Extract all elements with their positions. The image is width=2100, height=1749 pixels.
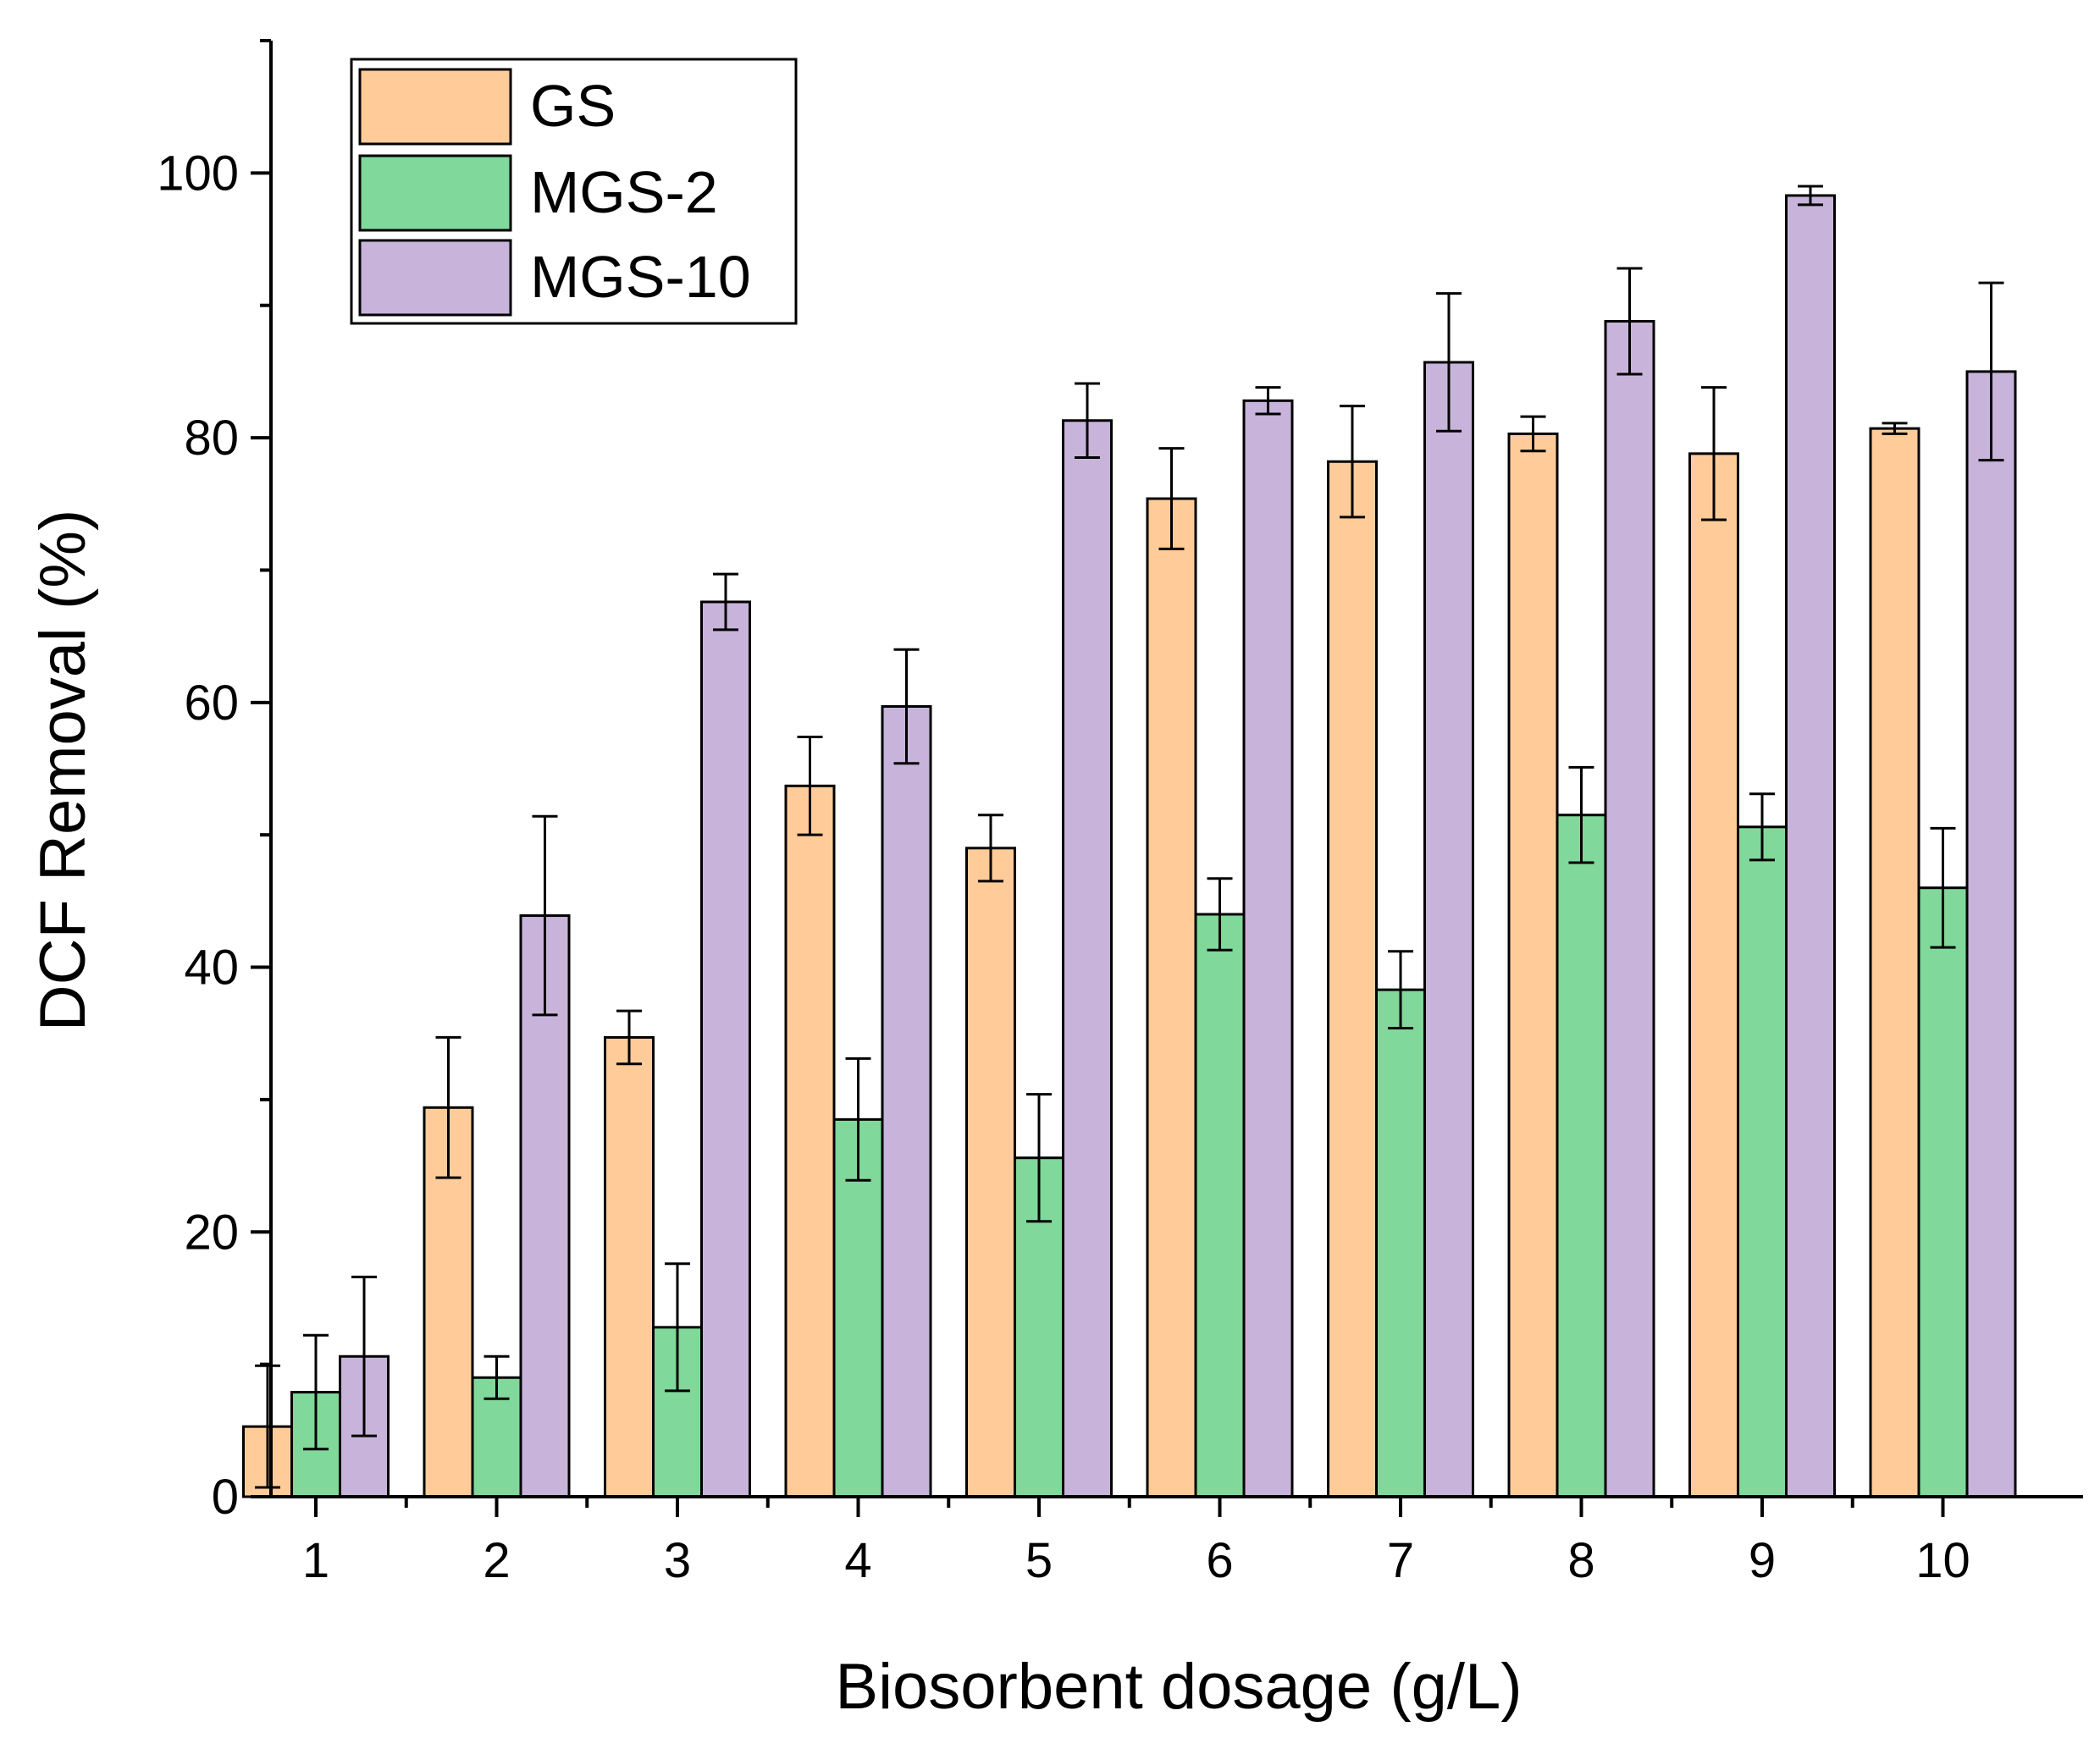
error-bar-mgs-2-8	[1568, 765, 1594, 864]
legend-label-mgs-10: MGS-10	[530, 244, 751, 310]
bars-layer	[242, 194, 2017, 1498]
bar-mgs-2-8	[1556, 814, 1607, 1498]
error-bar-mgs-10-10	[1978, 281, 2004, 462]
bar-gs-3	[604, 1035, 655, 1498]
error-bar-mgs-10-4	[893, 648, 920, 765]
bar-mgs-2-9	[1737, 825, 1788, 1498]
x-tick-label-4: 4	[844, 1533, 871, 1588]
bar-gs-8	[1507, 432, 1559, 1498]
legend-swatch-mgs-10	[358, 239, 512, 317]
x-tick-label-8: 8	[1567, 1533, 1594, 1588]
y-tick-label-60: 60	[184, 676, 239, 731]
error-bar-mgs-2-2	[484, 1355, 510, 1400]
error-bar-gs-4	[797, 735, 823, 836]
y-tick-label-40: 40	[184, 941, 239, 996]
y-tick-label-100: 100	[157, 146, 239, 201]
legend-label-mgs-2: MGS-2	[530, 159, 718, 225]
bar-gs-7	[1327, 460, 1378, 1498]
legend-swatch-mgs-2	[358, 154, 512, 232]
y-tick-label-80: 80	[184, 411, 239, 466]
error-bar-mgs-2-5	[1026, 1093, 1052, 1223]
x-tick-label-6: 6	[1206, 1533, 1233, 1588]
error-bar-mgs-10-9	[1798, 185, 1823, 207]
error-bar-mgs-10-8	[1616, 267, 1643, 376]
legend: GS MGS-2 MGS-10	[350, 58, 798, 325]
x-tick-label-7: 7	[1387, 1533, 1414, 1588]
legend-label-gs: GS	[530, 73, 616, 139]
y-tick-label-0: 0	[212, 1470, 239, 1525]
error-bar-mgs-10-2	[532, 814, 558, 1017]
bar-mgs-10-3	[700, 600, 751, 1498]
bar-gs-2	[423, 1106, 474, 1498]
error-bar-gs-9	[1701, 386, 1727, 521]
bar-mgs-10-8	[1604, 319, 1655, 1498]
x-tick-label-10: 10	[1915, 1533, 1970, 1588]
error-bar-gs-7	[1340, 405, 1365, 519]
error-bar-mgs-2-6	[1207, 877, 1233, 952]
bar-gs-4	[784, 784, 836, 1498]
bar-mgs-10-9	[1785, 194, 1836, 1498]
x-tick-label-9: 9	[1749, 1533, 1776, 1588]
error-bar-mgs-10-7	[1436, 292, 1462, 433]
error-bar-gs-3	[616, 1009, 642, 1066]
bar-mgs-2-7	[1375, 988, 1426, 1498]
bar-gs-5	[965, 847, 1016, 1498]
bar-gs-6	[1146, 497, 1197, 1498]
bar-mgs-2-4	[832, 1117, 884, 1498]
bar-mgs-10-6	[1242, 399, 1294, 1498]
bar-mgs-10-5	[1062, 419, 1113, 1498]
error-bar-gs-5	[978, 814, 1003, 883]
error-bar-mgs-10-1	[351, 1275, 377, 1437]
x-tick-label-2: 2	[483, 1533, 510, 1588]
x-tick-label-3: 3	[664, 1533, 691, 1588]
legend-swatch-gs	[358, 68, 512, 146]
error-bar-mgs-2-10	[1930, 826, 1956, 949]
bar-mgs-10-4	[881, 705, 932, 1498]
bar-mgs-10-10	[1965, 370, 2017, 1498]
error-bar-mgs-10-6	[1255, 386, 1281, 416]
x-tick-label-5: 5	[1025, 1533, 1053, 1588]
error-bar-mgs-2-1	[303, 1333, 329, 1451]
bar-mgs-2-10	[1917, 886, 1969, 1498]
bar-mgs-10-7	[1423, 361, 1474, 1498]
error-bar-mgs-10-5	[1075, 382, 1100, 460]
error-bars-layer	[255, 185, 2004, 1489]
bar-gs-10	[1869, 427, 1920, 1498]
bar-mgs-2-6	[1194, 913, 1246, 1498]
error-bar-gs-10	[1882, 422, 1908, 435]
axes-layer: 0 20 40 60 80 100 1 2 3 4 5 6 7 8 9 10	[157, 39, 2083, 1588]
bar-gs-9	[1688, 452, 1739, 1498]
y-tick-label-20: 20	[184, 1205, 239, 1260]
x-axis-title: Biosorbent dosage (g/L)	[835, 1651, 1522, 1723]
error-bar-mgs-2-3	[665, 1262, 690, 1393]
error-bar-gs-6	[1158, 447, 1185, 550]
error-bar-mgs-2-7	[1388, 950, 1413, 1029]
error-bar-mgs-2-9	[1749, 792, 1775, 862]
error-bar-gs-2	[435, 1035, 461, 1179]
error-bar-mgs-10-3	[713, 572, 738, 632]
y-axis-title: DCF Removal (%)	[27, 510, 99, 1032]
error-bar-mgs-2-4	[845, 1057, 871, 1182]
error-bar-gs-8	[1520, 415, 1546, 453]
x-tick-label-1: 1	[302, 1533, 329, 1588]
